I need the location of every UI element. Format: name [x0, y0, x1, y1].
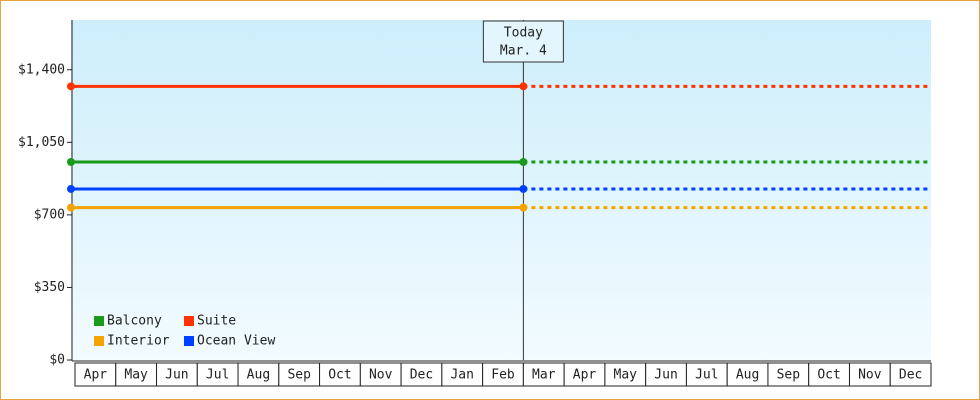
x-tick-label: May	[614, 368, 638, 383]
y-tick-label: $0	[49, 353, 65, 368]
legend-label: Balcony	[107, 314, 162, 329]
x-tick-label: Oct	[817, 368, 840, 383]
x-tick-label: May	[124, 368, 148, 383]
point	[519, 203, 528, 212]
point	[519, 82, 528, 91]
x-tick-label: Aug	[736, 368, 759, 383]
x-tick-label: Dec	[899, 368, 922, 383]
legend-label: Ocean View	[197, 334, 275, 349]
x-tick-label: Nov	[369, 368, 393, 383]
today-box	[482, 20, 564, 63]
x-tick-label: Sep	[777, 368, 801, 383]
y-tick-label: $1,400	[18, 62, 65, 77]
x-tick-label: Mar	[532, 368, 556, 383]
x-tick-label: Sep	[287, 368, 311, 383]
x-tick-label: Apr	[573, 368, 597, 383]
y-tick-label: $1,050	[18, 135, 65, 150]
point	[519, 158, 528, 167]
point	[67, 184, 75, 193]
x-tick-label: Jul	[695, 368, 718, 383]
x-tick-label: Aug	[247, 368, 270, 383]
today-date: Mar. 4	[500, 44, 547, 59]
x-tick-label: Jul	[206, 368, 229, 383]
point	[67, 82, 75, 91]
x-tick-label: Jan	[450, 368, 473, 383]
point	[67, 158, 75, 167]
legend-label: Suite	[197, 314, 236, 329]
x-cell	[889, 362, 932, 387]
today-title: Today	[504, 26, 543, 41]
legend-label: Interior	[107, 334, 170, 349]
x-tick-label: Oct	[328, 368, 351, 383]
legend-swatch	[94, 336, 104, 346]
y-tick-label: $350	[34, 280, 65, 295]
point	[519, 184, 528, 193]
x-tick-label: Dec	[410, 368, 433, 383]
legend-swatch	[94, 316, 104, 326]
legend-swatch	[184, 336, 194, 346]
x-tick-label: Jun	[654, 368, 677, 383]
x-tick-label: Apr	[84, 368, 108, 383]
x-tick-label: Jun	[165, 368, 188, 383]
x-tick-label: Feb	[491, 368, 515, 383]
x-tick-label: Nov	[858, 368, 882, 383]
legend-swatch	[184, 316, 194, 326]
y-tick-label: $700	[34, 207, 65, 222]
point	[67, 203, 75, 212]
